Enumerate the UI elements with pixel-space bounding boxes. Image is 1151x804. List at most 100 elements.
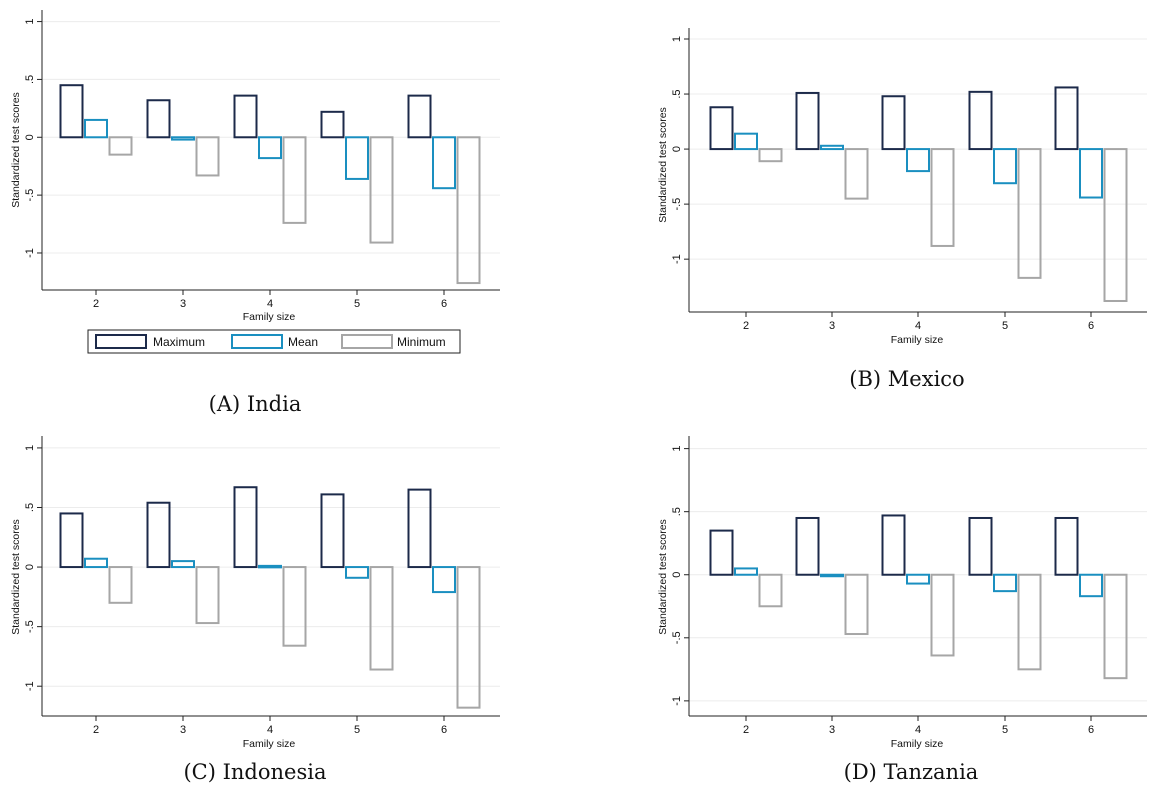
bar-mean xyxy=(171,560,195,569)
bar-maximum xyxy=(146,501,171,569)
x-tick-label: 5 xyxy=(354,298,360,310)
panel-caption: (A) India xyxy=(209,392,302,416)
bar-minimum xyxy=(758,573,783,608)
bar-maximum xyxy=(233,486,258,569)
bar-mean xyxy=(84,557,108,569)
x-tick-label: 3 xyxy=(829,724,835,736)
bar-mean xyxy=(432,566,456,594)
x-tick-label: 6 xyxy=(441,724,447,736)
y-tick-label: 1 xyxy=(24,19,36,25)
bar-mean xyxy=(820,573,844,578)
bar-maximum xyxy=(709,106,734,151)
bar-minimum xyxy=(282,136,307,224)
legend-swatch-maximum xyxy=(95,334,147,349)
bar-maximum xyxy=(146,99,171,139)
y-axis-label: Standardized test scores xyxy=(657,107,669,223)
x-tick-label: 6 xyxy=(441,298,447,310)
y-tick-label: -1 xyxy=(671,254,683,264)
y-tick-label: 0 xyxy=(24,564,36,570)
bar-maximum xyxy=(407,94,432,139)
bar-mean xyxy=(1079,148,1103,199)
y-tick-label: -.5 xyxy=(24,620,36,633)
bar-minimum xyxy=(369,566,394,671)
bar-minimum xyxy=(108,136,133,156)
bar-maximum xyxy=(1054,86,1079,151)
legend: Maximum Mean Minimum xyxy=(87,329,461,354)
bar-minimum xyxy=(1017,573,1042,671)
y-tick-label: 0 xyxy=(671,146,683,152)
x-axis-label: Family size xyxy=(891,738,944,750)
x-tick-label: 3 xyxy=(180,298,186,310)
x-axis-label: Family size xyxy=(243,311,296,323)
x-axis-label: Family size xyxy=(243,738,296,750)
bar-maximum xyxy=(233,94,258,139)
bar-mean xyxy=(906,148,930,173)
y-tick-label: .5 xyxy=(671,507,683,516)
y-tick-label: 1 xyxy=(671,446,683,452)
bar-maximum xyxy=(1054,516,1079,576)
bar-minimum xyxy=(108,566,133,604)
bar-mean xyxy=(345,566,369,579)
x-tick-label: 2 xyxy=(743,724,749,736)
x-tick-label: 3 xyxy=(829,320,835,332)
panel-caption: (C) Indonesia xyxy=(183,760,326,784)
bar-minimum xyxy=(1103,148,1128,302)
bar-minimum xyxy=(758,148,783,163)
panel-indonesia: (C) Indonesia Standardized test scores F… xyxy=(10,436,500,784)
y-tick-label: -1 xyxy=(671,696,683,706)
bar-maximum xyxy=(881,95,906,151)
y-tick-label: .5 xyxy=(671,89,683,98)
legend-label-maximum: Maximum xyxy=(153,335,205,349)
panel-tanzania: (D) Tanzania Standardized test scores Fa… xyxy=(657,436,1147,784)
y-axis-label: Standardized test scores xyxy=(10,519,22,635)
bar-mean xyxy=(906,573,930,585)
x-tick-label: 6 xyxy=(1088,320,1094,332)
x-tick-label: 5 xyxy=(1002,320,1008,332)
panel-india: (A) India Standardized test scores Famil… xyxy=(10,10,500,416)
bar-minimum xyxy=(456,566,481,709)
bar-mean xyxy=(84,118,108,139)
legend-label-mean: Mean xyxy=(288,335,318,349)
bar-minimum xyxy=(282,566,307,647)
bar-mean xyxy=(734,567,758,576)
x-tick-label: 6 xyxy=(1088,724,1094,736)
x-tick-label: 5 xyxy=(354,724,360,736)
bar-maximum xyxy=(881,514,906,576)
y-tick-label: -.5 xyxy=(24,189,36,202)
bar-maximum xyxy=(795,91,820,151)
bar-mean xyxy=(171,136,195,141)
bar-maximum xyxy=(59,84,84,139)
x-tick-label: 4 xyxy=(915,320,921,332)
bar-minimum xyxy=(844,148,869,200)
x-tick-label: 4 xyxy=(267,298,273,310)
bar-mean xyxy=(258,136,282,160)
x-tick-label: 5 xyxy=(1002,724,1008,736)
y-axis-label: Standardized test scores xyxy=(657,519,669,635)
bar-mean xyxy=(993,573,1017,593)
bar-mean xyxy=(1079,573,1103,598)
bar-maximum xyxy=(968,516,993,576)
bar-maximum xyxy=(320,493,345,569)
bar-maximum xyxy=(407,488,432,569)
bar-mean xyxy=(258,564,282,569)
x-axis-label: Family size xyxy=(891,334,944,346)
y-tick-label: 1 xyxy=(24,445,36,451)
bar-mean xyxy=(432,136,456,190)
y-tick-label: -.5 xyxy=(671,631,683,644)
x-tick-label: 4 xyxy=(267,724,273,736)
legend-swatch-minimum xyxy=(341,334,393,349)
y-tick-label: 0 xyxy=(671,572,683,578)
panel-caption: (B) Mexico xyxy=(849,367,964,391)
bar-maximum xyxy=(709,529,734,576)
bar-minimum xyxy=(195,566,220,625)
legend-swatch-mean xyxy=(231,334,283,349)
bar-minimum xyxy=(930,573,955,657)
y-tick-label: .5 xyxy=(24,503,36,512)
x-tick-label: 2 xyxy=(743,320,749,332)
x-tick-label: 4 xyxy=(915,724,921,736)
bar-minimum xyxy=(930,148,955,247)
y-tick-label: 0 xyxy=(24,134,36,140)
bar-maximum xyxy=(320,110,345,139)
x-tick-label: 2 xyxy=(93,724,99,736)
